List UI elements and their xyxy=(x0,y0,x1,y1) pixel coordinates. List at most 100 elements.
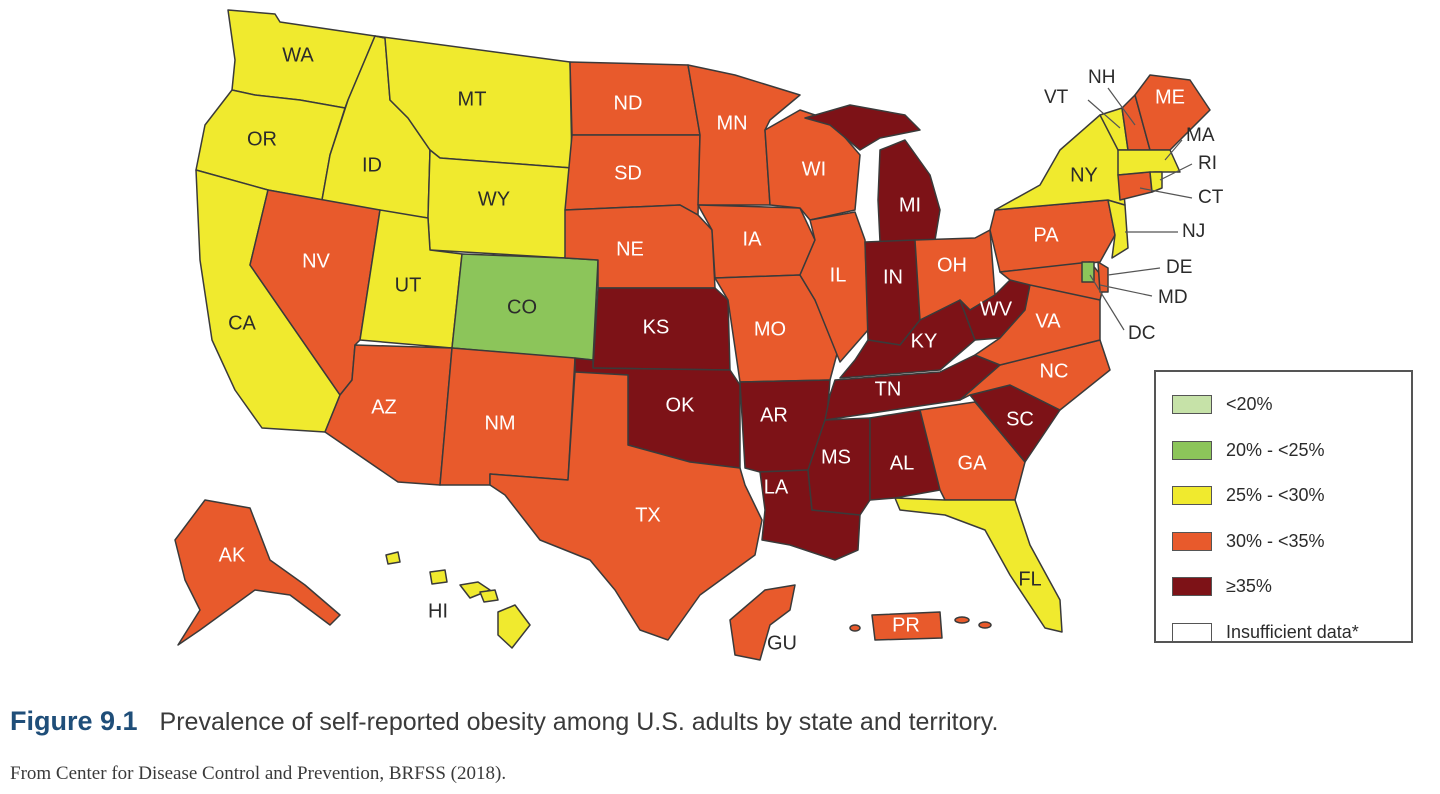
label-ia: IA xyxy=(743,228,763,250)
label-mi: MI xyxy=(899,194,921,216)
callout-ma: MA xyxy=(1186,125,1215,146)
state-mi xyxy=(877,139,941,243)
state-al xyxy=(869,409,941,501)
label-mt: MT xyxy=(458,88,487,110)
label-tn: TN xyxy=(875,378,902,400)
legend: <20% 20% - <25% 25% - <30% 30% - <35% ≥3… xyxy=(1154,370,1413,643)
label-il: IL xyxy=(830,264,847,286)
label-ut: UT xyxy=(395,274,422,296)
label-co: CO xyxy=(507,296,537,318)
legend-item: 25% - <30% xyxy=(1172,473,1411,519)
label-id: ID xyxy=(362,154,382,176)
territory-pr xyxy=(871,611,943,641)
label-pa: PA xyxy=(1033,224,1059,246)
legend-item: Insufficient data* xyxy=(1172,610,1411,656)
label-wa: WA xyxy=(282,44,314,66)
label-in: IN xyxy=(883,266,903,288)
legend-label: ≥35% xyxy=(1226,576,1272,597)
island-pr-1 xyxy=(849,624,861,632)
label-ms: MS xyxy=(821,446,851,468)
state-ct xyxy=(1117,171,1153,201)
figure-caption: Figure 9.1 Prevalence of self-reported ob… xyxy=(10,706,998,737)
label-or: OR xyxy=(247,128,277,150)
state-ak xyxy=(174,499,341,646)
legend-label: 20% - <25% xyxy=(1226,439,1325,460)
label-sd: SD xyxy=(614,162,642,184)
label-mo: MO xyxy=(754,318,786,340)
label-ca: CA xyxy=(228,312,256,334)
legend-label: <20% xyxy=(1226,394,1273,415)
legend-swatch xyxy=(1172,395,1212,415)
legend-swatch xyxy=(1172,486,1212,506)
legend-item: 20% - <25% xyxy=(1172,428,1411,474)
label-la: LA xyxy=(764,476,789,498)
callout-ri: RI xyxy=(1198,153,1217,174)
label-wy: WY xyxy=(478,188,510,210)
label-ks: KS xyxy=(643,316,670,338)
state-ny xyxy=(994,114,1126,211)
legend-swatch xyxy=(1172,440,1212,460)
callout-nh: NH xyxy=(1088,67,1115,88)
label-ne: NE xyxy=(616,238,644,260)
label-al: AL xyxy=(890,452,914,474)
leader-ma xyxy=(1164,139,1183,161)
label-az: AZ xyxy=(371,396,397,418)
label-ak: AK xyxy=(219,544,246,566)
island-hi-1 xyxy=(385,551,401,565)
island-hi-4 xyxy=(479,589,499,603)
label-ar: AR xyxy=(760,404,788,426)
legend-swatch xyxy=(1172,622,1212,642)
leader-nh xyxy=(1107,87,1136,126)
label-fl: FL xyxy=(1018,568,1041,590)
label-pr: PR xyxy=(892,614,920,636)
state-fl xyxy=(894,497,1063,633)
label-nm: NM xyxy=(484,412,515,434)
label-va: VA xyxy=(1035,310,1061,332)
label-me: ME xyxy=(1155,86,1185,108)
leader-ct xyxy=(1139,187,1193,199)
figure-number: Figure 9.1 xyxy=(10,706,138,736)
state-il xyxy=(799,211,869,363)
state-ri xyxy=(1149,171,1163,193)
label-sc: SC xyxy=(1006,408,1034,430)
territory-gu xyxy=(729,584,796,661)
state-ks xyxy=(592,287,731,371)
leader-de xyxy=(1107,267,1161,276)
leader-vt xyxy=(1087,99,1121,129)
state-ma xyxy=(1117,149,1181,176)
label-tx: TX xyxy=(635,504,661,526)
label-wv: WV xyxy=(980,298,1013,320)
legend-swatch xyxy=(1172,577,1212,597)
label-ky: KY xyxy=(911,330,938,352)
island-pr-2 xyxy=(954,616,970,624)
label-mn: MN xyxy=(716,112,747,134)
label-ok: OK xyxy=(666,394,696,416)
island-hi-big xyxy=(497,604,531,649)
callout-de: DE xyxy=(1166,257,1192,278)
leader-md xyxy=(1099,284,1153,297)
callout-vt: VT xyxy=(1044,87,1069,108)
legend-label: 25% - <30% xyxy=(1226,485,1325,506)
leader-ri xyxy=(1159,163,1193,181)
figure-caption-text: Prevalence of self-reported obesity amon… xyxy=(159,708,999,736)
state-co xyxy=(451,253,599,361)
legend-item: ≥35% xyxy=(1172,564,1411,610)
figure-source: From Center for Disease Control and Prev… xyxy=(10,763,507,784)
state-wi xyxy=(764,109,861,221)
island-hi-2 xyxy=(429,569,448,585)
state-mi-up xyxy=(804,104,921,151)
label-nd: ND xyxy=(614,92,643,114)
callout-ct: CT xyxy=(1198,187,1224,208)
label-hi: HI xyxy=(428,600,448,622)
legend-label: 30% - <35% xyxy=(1226,530,1325,551)
legend-item: <20% xyxy=(1172,382,1411,428)
leader-dc xyxy=(1089,274,1125,331)
label-oh: OH xyxy=(937,254,967,276)
legend-swatch xyxy=(1172,531,1212,551)
state-de xyxy=(1097,261,1109,293)
callout-dc: DC xyxy=(1128,323,1155,344)
label-ga: GA xyxy=(958,452,988,474)
island-pr-3 xyxy=(978,621,992,629)
callout-nj: NJ xyxy=(1182,221,1205,242)
label-nv: NV xyxy=(302,250,330,272)
